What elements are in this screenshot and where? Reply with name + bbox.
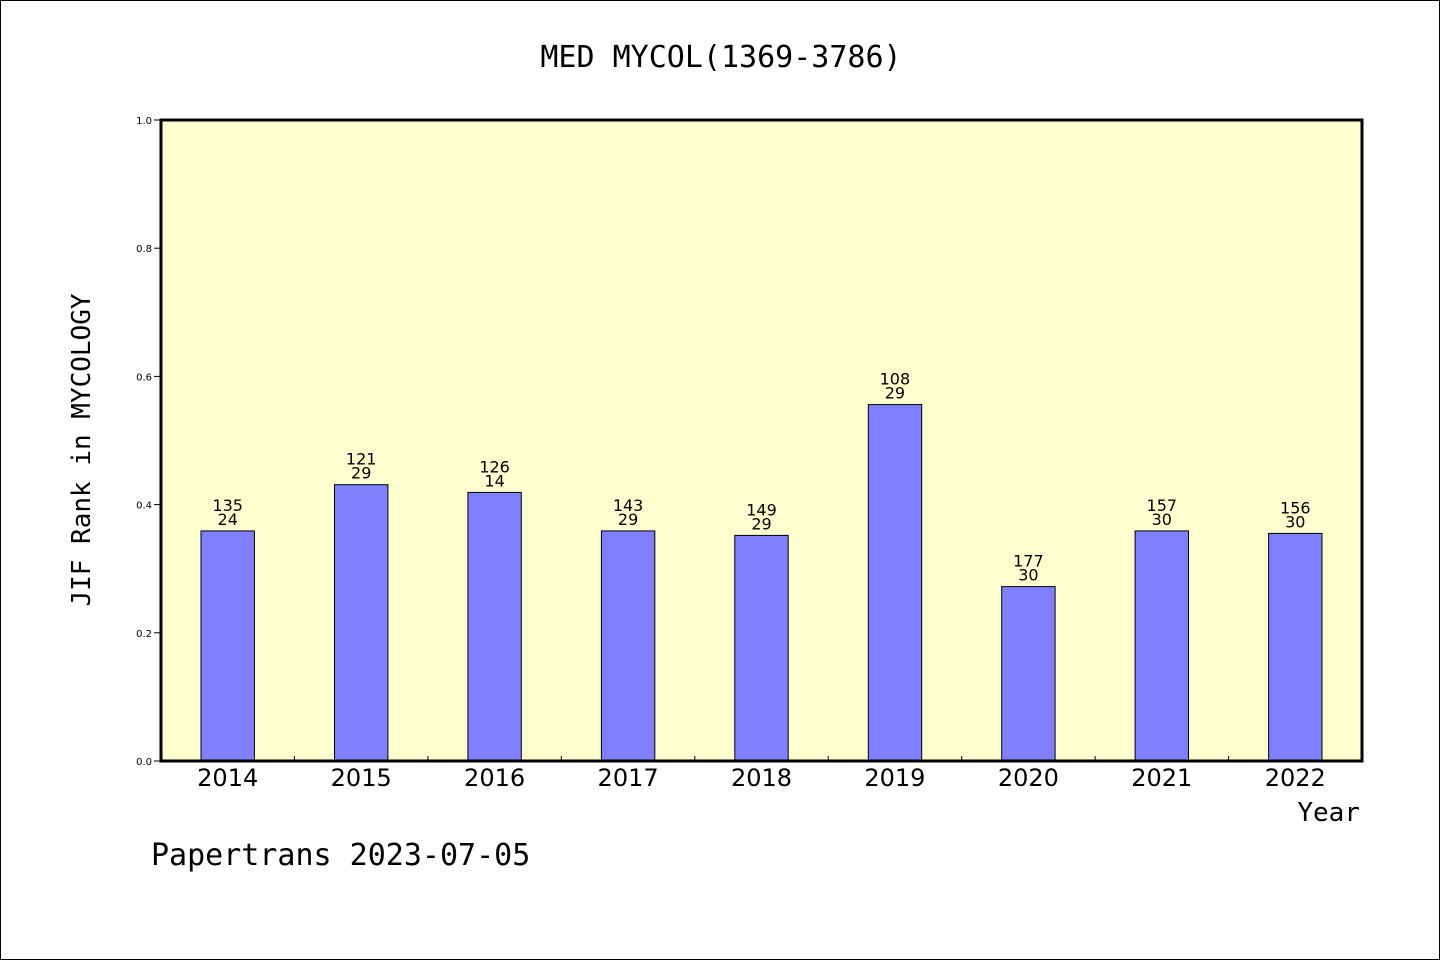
bars-layer bbox=[200, 404, 1323, 762]
x-tick-label-2018: 2018 bbox=[731, 764, 792, 792]
bar-rank-label-2015: 121 bbox=[346, 450, 377, 469]
bar-2017 bbox=[600, 530, 656, 762]
bar-2020 bbox=[1001, 586, 1056, 762]
bar-count-label-2018: 29 bbox=[751, 514, 771, 533]
x-tick-label-2019: 2019 bbox=[864, 764, 925, 792]
bar-rank-label-2021: 157 bbox=[1147, 496, 1178, 515]
x-axis: 2014 2015 2016 2017 2018 2019 2020 2021 2022 bbox=[197, 756, 1326, 792]
x-tick-label-2015: 2015 bbox=[331, 764, 392, 792]
y-tick-label-1.0: 1.0 bbox=[136, 116, 152, 127]
bar-count-label-2019: 29 bbox=[885, 384, 905, 403]
bar-count-label-2020: 30 bbox=[1018, 566, 1038, 585]
bar-2014 bbox=[200, 530, 255, 762]
bar-2022 bbox=[1268, 532, 1323, 762]
x-tick-label-2020: 2020 bbox=[998, 764, 1059, 792]
x-tick-label-2017: 2017 bbox=[598, 764, 659, 792]
bar-count-label-2014: 24 bbox=[218, 510, 238, 529]
bar-rank-label-2016: 126 bbox=[479, 457, 510, 476]
y-axis-title: JIF Rank in MYCOLOGY bbox=[67, 293, 97, 606]
x-axis-title: Year bbox=[1297, 798, 1360, 828]
bar-rank-label-2022: 156 bbox=[1280, 498, 1311, 517]
bar-rank-label-2014: 135 bbox=[212, 496, 243, 515]
bar-count-label-2022: 30 bbox=[1285, 512, 1305, 531]
bar-count-label-2021: 30 bbox=[1152, 510, 1172, 529]
bar-count-label-2016: 14 bbox=[484, 471, 504, 490]
y-axis: 0.0 0.2 0.4 0.6 0.8 1.0 bbox=[136, 116, 161, 768]
plot-frame bbox=[159, 118, 1364, 763]
y-tick-label-0.6: 0.6 bbox=[136, 372, 152, 383]
bar-count-label-2017: 29 bbox=[618, 510, 638, 529]
y-tick-label-0.8: 0.8 bbox=[136, 244, 152, 255]
bar-2015 bbox=[334, 484, 389, 762]
y-tick-label-0.2: 0.2 bbox=[136, 629, 152, 640]
bar-2016 bbox=[467, 491, 522, 762]
bar-rank-label-2018: 149 bbox=[746, 500, 777, 519]
y-tick-label-0.4: 0.4 bbox=[136, 501, 152, 512]
y-tick-label-0.0: 0.0 bbox=[136, 757, 152, 768]
bar-rank-label-2019: 108 bbox=[880, 370, 911, 389]
bar-2018 bbox=[734, 534, 789, 762]
x-tick-label-2022: 2022 bbox=[1265, 764, 1326, 792]
bar-count-label-2015: 29 bbox=[351, 464, 371, 483]
bar-rank-label-2020: 177 bbox=[1013, 552, 1044, 571]
bar-2021 bbox=[1134, 530, 1189, 762]
x-tick-label-2016: 2016 bbox=[464, 764, 525, 792]
bar-rank-label-2017: 143 bbox=[613, 496, 644, 515]
x-tick-label-2014: 2014 bbox=[197, 764, 258, 792]
bar-2019 bbox=[867, 404, 923, 762]
x-tick-label-2021: 2021 bbox=[1131, 764, 1192, 792]
footer-credit: Papertrans 2023-07-05 bbox=[151, 838, 530, 873]
chart-title: MED MYCOL(1369-3786) bbox=[540, 40, 901, 75]
